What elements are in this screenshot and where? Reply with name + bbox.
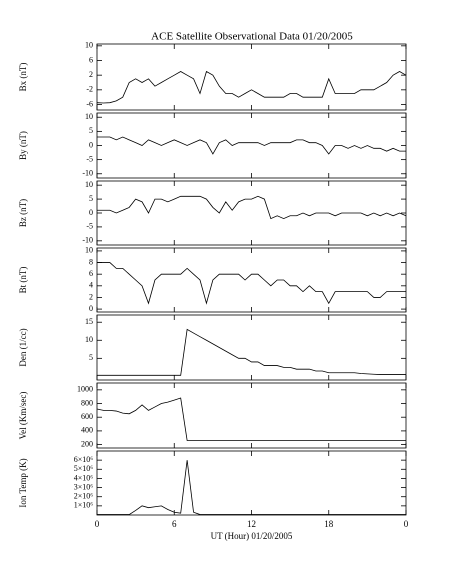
y-tick-label: 4×10⁶ [74, 473, 94, 482]
x-axis-label: UT (Hour) 01/20/2005 [211, 531, 293, 541]
x-tick-label: 6 [172, 519, 177, 529]
y-tick-label: 10 [85, 41, 93, 50]
y-tick-label: 10 [85, 180, 93, 189]
x-tick-label: 12 [247, 519, 256, 529]
y-tick-label: -6 [86, 99, 93, 108]
y-axis-label: By (nT) [18, 131, 28, 160]
y-tick-label: 5×10⁶ [74, 464, 94, 473]
data-line [97, 195, 407, 220]
y-tick-label: 10 [85, 335, 93, 344]
y-tick-label: 400 [81, 426, 93, 435]
y-tick-label: 1000 [77, 385, 93, 394]
y-tick-label: -10 [82, 169, 93, 178]
panel-frame [96, 112, 407, 179]
data-line [97, 328, 406, 376]
y-tick-label: 10 [85, 112, 93, 121]
y-tick-label: 6 [89, 55, 93, 64]
y-tick-label: -5 [86, 222, 93, 231]
x-tick-label: 0 [404, 519, 409, 529]
panel-frame [96, 382, 407, 449]
y-tick-label: -10 [82, 236, 93, 245]
data-line [96, 70, 407, 104]
y-tick-label: 200 [81, 439, 93, 448]
y-tick-label: 6 [89, 269, 93, 278]
y-tick-label: 5 [89, 194, 93, 203]
y-tick-label: 600 [81, 412, 93, 421]
panel-frame [96, 247, 407, 313]
y-tick-label: 0 [89, 304, 93, 313]
y-tick-label: 0 [89, 208, 93, 217]
data-line [97, 460, 406, 515]
y-axis-label: Ion Temp (K) [18, 458, 28, 507]
x-tick-label: 0 [95, 519, 100, 529]
y-tick-label: 2 [89, 70, 93, 79]
y-tick-label: -5 [86, 154, 93, 163]
data-line [97, 136, 406, 155]
panel-frame [96, 43, 407, 111]
y-tick-label: 0 [89, 140, 93, 149]
x-tick-label: 18 [324, 519, 334, 529]
chart-title: ACE Satellite Observational Data 01/20/2… [151, 31, 353, 43]
y-axis-label: Bt (nT) [18, 267, 28, 294]
y-tick-label: -2 [86, 85, 93, 94]
y-tick-label: 8 [89, 257, 93, 266]
y-tick-label: 15 [85, 317, 93, 326]
y-tick-label: 10 [85, 246, 93, 255]
y-axis-label: Vel (Km/sec) [18, 392, 28, 440]
y-tick-label: 1×10⁶ [74, 501, 94, 510]
y-tick-label: 5 [89, 126, 93, 135]
y-axis-label: Bx (nT) [18, 63, 28, 92]
y-tick-label: 4 [89, 281, 93, 290]
data-line [96, 397, 406, 441]
y-axis-label: Den (1/cc) [18, 328, 28, 366]
y-tick-label: 2×10⁶ [74, 492, 94, 501]
y-axis-label: Bz (nT) [18, 199, 28, 227]
y-tick-label: 6×10⁶ [74, 455, 94, 464]
panel-frame [96, 450, 407, 516]
y-tick-label: 2 [89, 292, 93, 301]
y-tick-label: 3×10⁶ [74, 482, 94, 491]
data-line [97, 262, 406, 305]
panel-frame [96, 314, 407, 381]
y-tick-label: 800 [81, 398, 93, 407]
y-tick-label: 5 [89, 353, 93, 362]
